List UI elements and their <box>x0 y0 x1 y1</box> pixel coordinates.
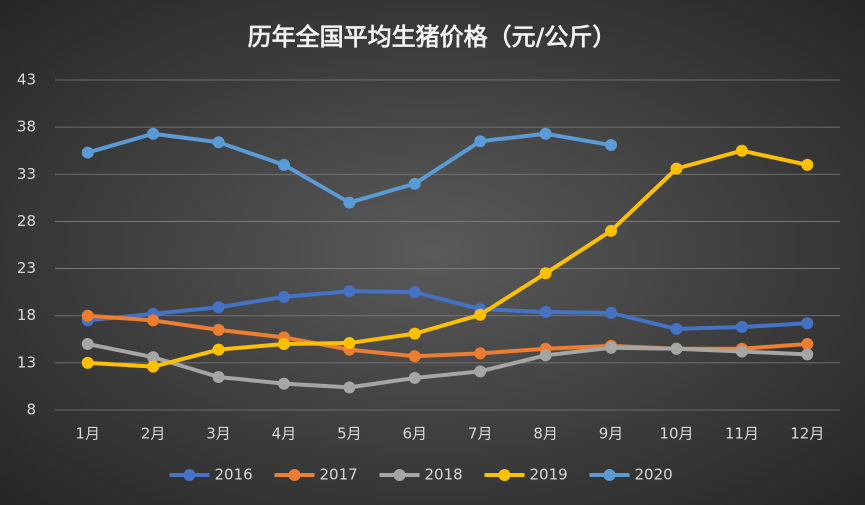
x-tick-label: 10月 <box>659 425 693 443</box>
legend-marker <box>183 469 196 481</box>
y-tick-label: 8 <box>26 401 36 419</box>
data-point <box>605 341 618 354</box>
data-point <box>408 371 421 384</box>
data-point <box>605 139 618 152</box>
data-point <box>277 158 290 171</box>
data-point <box>408 177 421 190</box>
data-point <box>605 224 618 237</box>
data-point <box>212 301 225 314</box>
legend-label: 2017 <box>320 466 358 484</box>
x-tick-label: 9月 <box>599 425 624 443</box>
y-tick-label: 43 <box>17 71 36 89</box>
data-point <box>212 323 225 336</box>
data-point <box>212 343 225 356</box>
data-point <box>735 345 748 358</box>
data-point <box>474 347 487 360</box>
y-tick-label: 38 <box>17 118 36 136</box>
x-tick-label: 12月 <box>790 425 824 443</box>
data-point <box>539 127 552 140</box>
y-tick-label: 33 <box>17 165 36 183</box>
x-tick-label: 3月 <box>206 425 231 443</box>
data-point <box>408 350 421 363</box>
data-point <box>343 285 356 298</box>
data-point <box>474 308 487 321</box>
data-point <box>801 158 814 171</box>
data-point <box>343 337 356 350</box>
y-tick-label: 18 <box>17 306 36 324</box>
data-point <box>801 338 814 350</box>
data-point <box>81 146 94 159</box>
data-point <box>474 135 487 148</box>
data-point <box>474 365 487 378</box>
legend-label: 2016 <box>215 466 253 484</box>
x-tick-label: 2月 <box>141 425 166 443</box>
data-point <box>670 342 683 355</box>
data-point <box>343 381 356 394</box>
chart-title: 历年全国平均生猪价格（元/公斤） <box>248 23 617 51</box>
x-tick-label: 8月 <box>533 425 558 443</box>
x-tick-label: 4月 <box>272 425 297 443</box>
data-point <box>147 351 160 364</box>
series-line <box>87 342 808 390</box>
data-point <box>212 371 225 383</box>
x-tick-label: 11月 <box>725 425 759 443</box>
data-point <box>735 144 748 157</box>
data-point <box>277 377 290 390</box>
series-line <box>87 289 808 331</box>
x-tick-label: 5月 <box>337 425 362 443</box>
data-point <box>343 196 356 209</box>
legend-label: 2019 <box>530 466 568 484</box>
data-point <box>539 267 552 280</box>
data-point <box>212 136 225 149</box>
legend-marker <box>288 469 301 481</box>
data-point <box>81 338 94 350</box>
legend-label: 2018 <box>425 466 463 484</box>
data-point <box>277 290 290 303</box>
legend-marker <box>498 469 511 481</box>
data-point <box>539 305 552 318</box>
data-point <box>801 348 814 361</box>
data-point <box>408 327 421 340</box>
data-point <box>539 349 552 362</box>
y-tick-label: 13 <box>17 353 36 371</box>
data-point <box>735 321 748 334</box>
data-point <box>81 356 94 369</box>
data-point <box>147 360 160 373</box>
data-point <box>670 322 683 335</box>
x-tick-label: 6月 <box>403 425 428 443</box>
data-point <box>801 317 814 330</box>
y-tick-label: 23 <box>17 259 36 277</box>
data-point <box>81 309 94 322</box>
legend-marker <box>603 469 616 481</box>
x-tick-label: 1月 <box>75 425 100 443</box>
data-point <box>277 338 290 350</box>
data-point <box>670 162 683 175</box>
data-point <box>147 127 160 140</box>
legend-marker <box>393 469 406 481</box>
data-point <box>147 314 160 327</box>
series-line <box>87 148 808 369</box>
legend-label: 2020 <box>635 466 673 484</box>
data-point <box>605 306 618 319</box>
x-tick-label: 7月 <box>468 425 493 443</box>
y-tick-label: 28 <box>17 212 36 230</box>
data-point <box>408 286 421 299</box>
